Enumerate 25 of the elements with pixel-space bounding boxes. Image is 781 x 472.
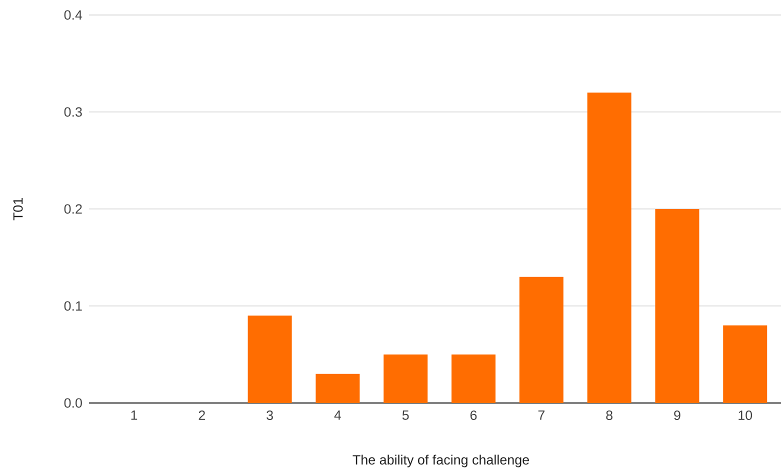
bar	[384, 354, 428, 403]
bar	[587, 92, 632, 403]
y-tick-label: 0.4	[64, 10, 82, 20]
x-tick-label: 4	[334, 410, 342, 420]
x-axis-title: The ability of facing challenge	[352, 454, 529, 468]
x-tick-label: 5	[402, 410, 409, 420]
y-tick-label: 0.2	[64, 204, 82, 214]
bar	[452, 354, 496, 403]
y-axis-title: T01	[13, 198, 23, 220]
x-tick-label: 2	[198, 410, 205, 420]
x-tick-label: 10	[738, 410, 752, 420]
bar	[723, 325, 768, 403]
x-tick-label: 7	[538, 410, 544, 420]
bar	[519, 276, 564, 403]
y-tick-label: 0.3	[64, 107, 82, 117]
x-tick-label: 3	[266, 410, 273, 420]
bar	[655, 208, 700, 403]
bar	[248, 316, 292, 403]
x-tick-label: 9	[674, 410, 680, 420]
y-tick-label: 0.1	[64, 301, 82, 311]
x-tick-label: 1	[131, 410, 138, 420]
x-tick-label: 8	[606, 410, 612, 420]
x-tick-label: 6	[470, 410, 477, 420]
bar	[316, 374, 360, 403]
y-tick-label: 0.0	[64, 398, 82, 408]
